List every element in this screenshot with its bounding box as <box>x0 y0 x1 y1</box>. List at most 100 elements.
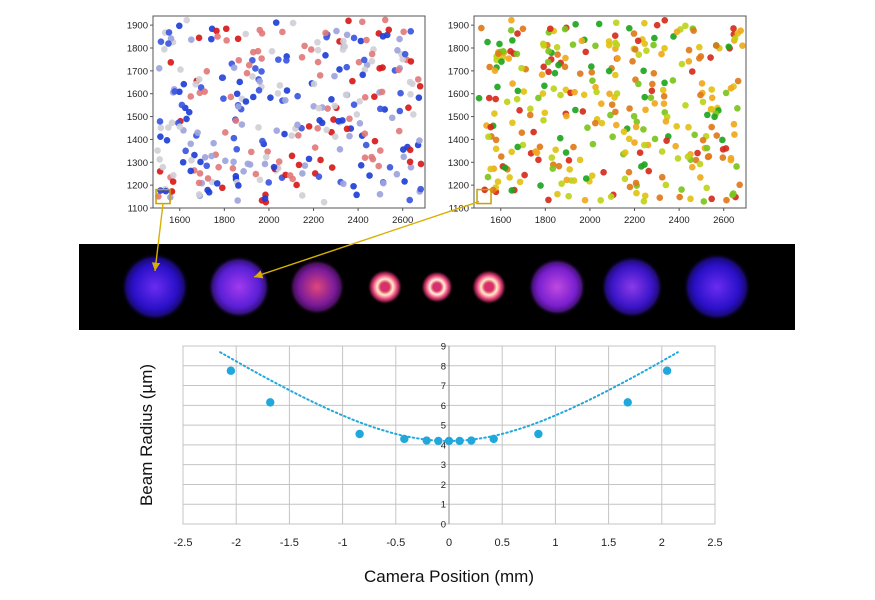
data-point <box>684 153 692 161</box>
y-tick-label: 1600 <box>127 89 148 100</box>
data-point <box>636 149 644 156</box>
data-point <box>170 171 177 179</box>
beam-profile <box>420 270 454 304</box>
data-point <box>688 163 696 171</box>
data-point <box>640 126 647 133</box>
data-point <box>328 128 335 136</box>
data-point <box>407 58 415 65</box>
data-point <box>361 130 369 137</box>
data-point <box>670 33 677 40</box>
data-point <box>703 144 711 152</box>
data-point <box>633 189 640 197</box>
data-point <box>491 67 499 74</box>
data-point <box>545 47 552 55</box>
data-point <box>659 86 667 94</box>
data-point <box>416 82 424 90</box>
data-point <box>631 46 639 53</box>
data-point <box>388 114 396 122</box>
data-point <box>631 139 638 146</box>
data-point <box>265 179 273 186</box>
data-point <box>314 125 321 132</box>
data-point <box>632 123 640 131</box>
data-point <box>540 63 548 71</box>
data-point <box>314 46 322 54</box>
data-point <box>641 19 648 27</box>
data-point <box>366 172 373 179</box>
data-point <box>555 162 563 170</box>
data-point <box>353 111 361 118</box>
data-point <box>227 93 235 101</box>
data-point <box>298 53 306 61</box>
data-point <box>341 43 349 50</box>
data-point <box>264 148 271 155</box>
data-point <box>310 80 318 88</box>
data-point <box>485 133 492 141</box>
data-point <box>315 173 323 180</box>
data-point <box>545 68 552 76</box>
data-point <box>651 100 659 107</box>
data-point <box>222 25 230 33</box>
data-point <box>730 120 738 128</box>
data-point <box>537 182 544 189</box>
data-point <box>611 32 619 39</box>
data-point <box>157 124 165 132</box>
data-point <box>534 429 543 439</box>
data-point <box>258 68 265 75</box>
data-point <box>245 61 253 69</box>
data-point <box>407 91 414 98</box>
x-tick-label: 1600 <box>169 215 190 226</box>
data-point <box>386 163 394 171</box>
data-point <box>475 94 483 102</box>
data-point <box>640 67 647 75</box>
data-point <box>650 41 657 49</box>
data-point <box>187 167 195 175</box>
data-point <box>343 31 351 39</box>
y-tick-label: 1400 <box>448 135 469 146</box>
data-point <box>233 145 241 153</box>
data-point <box>572 106 579 114</box>
data-point <box>397 89 404 97</box>
data-point <box>330 116 337 123</box>
data-point <box>357 37 365 45</box>
data-point <box>519 25 527 33</box>
data-point <box>658 50 665 58</box>
data-point <box>376 105 384 113</box>
data-point <box>530 128 537 136</box>
data-point <box>214 33 221 40</box>
y-tick-label: 3 <box>441 460 446 471</box>
data-point <box>323 126 330 134</box>
data-point <box>572 20 579 28</box>
data-point <box>548 154 556 161</box>
data-point <box>178 101 186 109</box>
data-point <box>249 73 256 80</box>
data-point <box>708 123 715 131</box>
data-point <box>513 50 521 58</box>
data-point <box>731 34 739 42</box>
data-point <box>484 38 491 46</box>
data-point <box>730 25 737 32</box>
y-tick-label: 1500 <box>127 112 148 123</box>
data-point <box>328 96 335 103</box>
data-point <box>400 28 407 36</box>
x-tick-label: 1 <box>552 537 558 549</box>
data-point <box>201 88 208 95</box>
data-point <box>635 51 643 58</box>
data-point <box>549 165 557 172</box>
data-point <box>252 170 260 178</box>
x-tick-label: 2000 <box>579 215 600 226</box>
data-point <box>230 158 237 166</box>
data-point <box>380 179 387 187</box>
data-point <box>491 110 498 117</box>
data-point <box>673 28 681 36</box>
data-point <box>621 175 629 183</box>
data-point <box>371 137 379 145</box>
data-point <box>606 90 613 98</box>
data-point <box>697 174 704 181</box>
data-point <box>582 48 590 56</box>
x-tick-label: 2200 <box>624 215 645 226</box>
data-point <box>226 366 236 375</box>
data-point <box>371 93 378 101</box>
data-point <box>165 124 172 131</box>
data-point <box>377 147 384 154</box>
data-point <box>223 37 230 44</box>
